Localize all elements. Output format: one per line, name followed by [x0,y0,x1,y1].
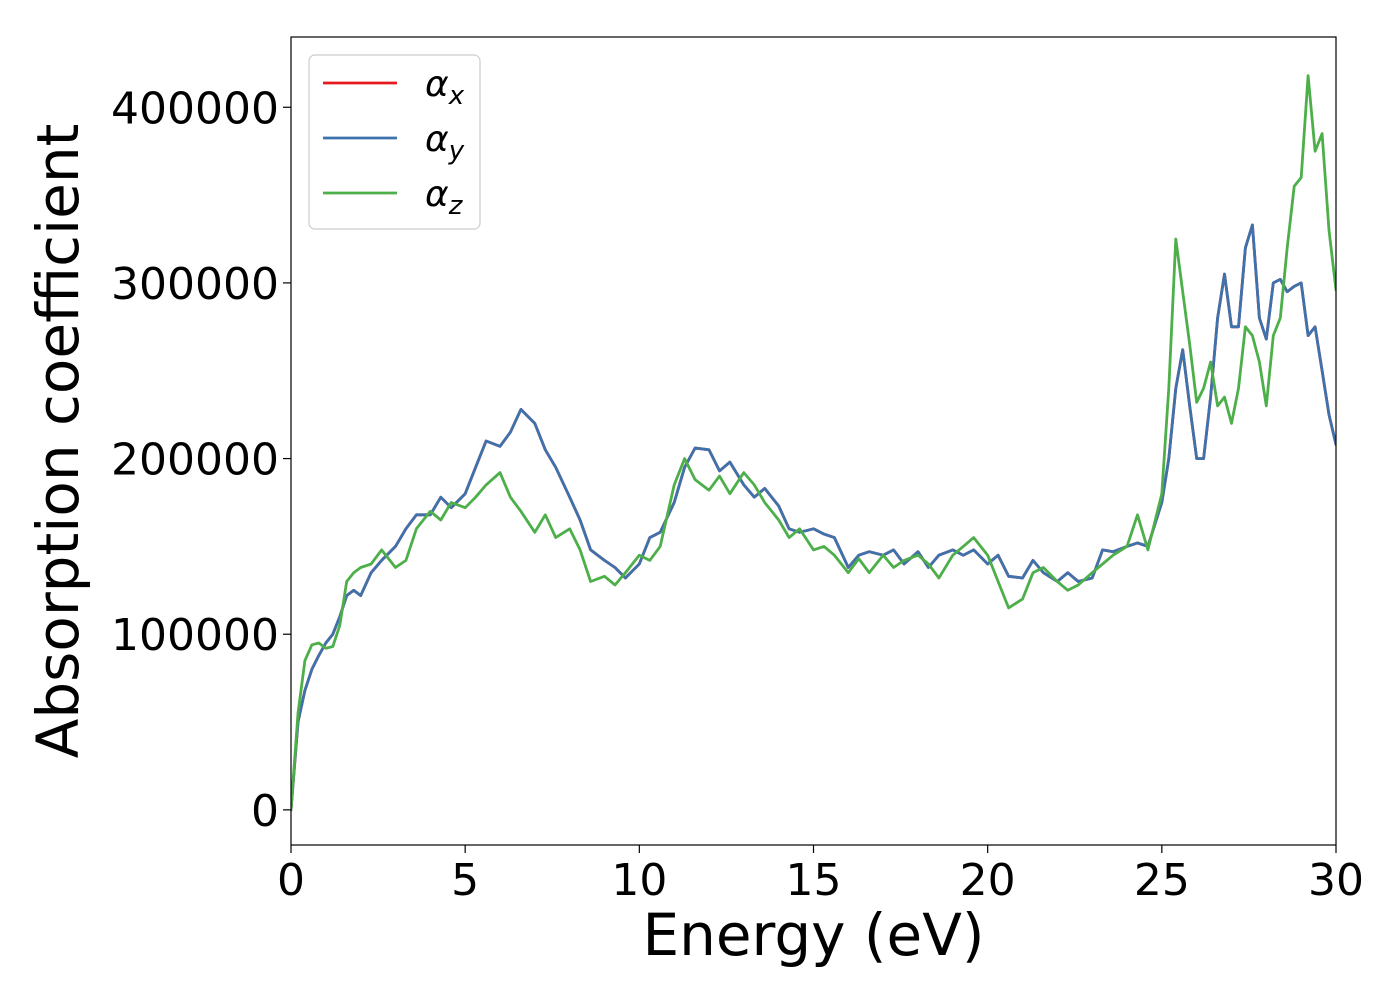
legend-box [308,54,481,230]
legend-label-x: αx [425,64,465,111]
y-tick-label: 400000 [111,83,279,134]
series-line-z [291,74,1336,812]
x-axis: 0 5 10 15 20 25 30 [277,845,1364,906]
legend-label-y: αy [425,119,465,166]
legend-label-z: αz [425,174,464,221]
series-layer [291,74,1336,812]
legend: αx αy αz [308,54,481,230]
y-axis-title: Absorption coefficient [24,124,92,759]
x-tick-label: 20 [960,855,1016,906]
y-tick-label: 300000 [111,259,279,310]
x-axis-title: Energy (eV) [642,901,984,969]
x-tick-label: 25 [1134,855,1190,906]
y-tick-label: 0 [251,786,279,837]
y-tick-label: 200000 [111,435,279,486]
x-tick-label: 15 [786,855,842,906]
x-tick-label: 5 [451,855,479,906]
y-tick-label: 100000 [111,610,279,661]
series-line-y [291,223,1336,812]
x-tick-label: 0 [277,855,305,906]
x-tick-label: 30 [1308,855,1364,906]
x-tick-label: 10 [611,855,667,906]
y-axis: 0 100000 200000 300000 400000 [111,83,291,837]
